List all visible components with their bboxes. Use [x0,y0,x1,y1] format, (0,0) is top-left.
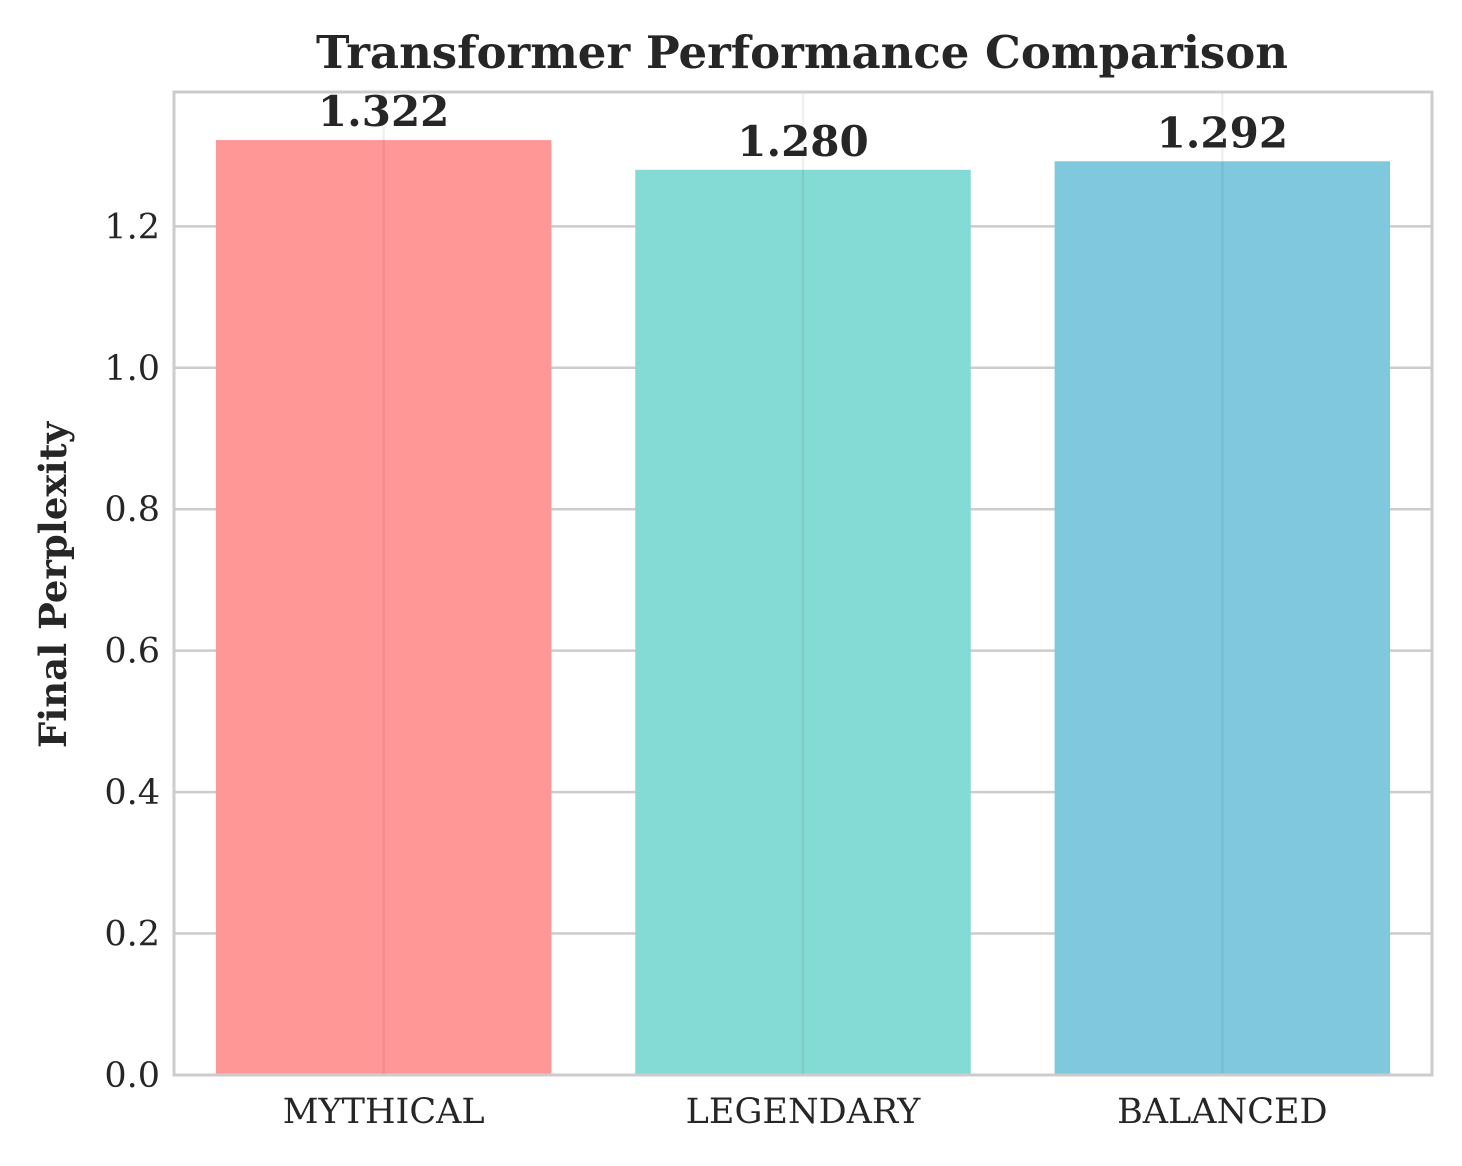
y-tick-label: 0.2 [104,915,160,955]
y-axis-label: Final Perplexity [31,420,75,748]
y-tick-label: 1.0 [104,349,160,389]
x-tick-label: MYTHICAL [283,1092,485,1132]
value-labels: 1.322 1.280 1.292 [318,87,1288,166]
y-tick-label: 0.0 [104,1056,160,1096]
y-tick-label: 0.6 [104,632,160,672]
x-axis-ticks: MYTHICAL LEGENDARY BALANCED [283,1092,1328,1132]
plot-frame [172,90,1434,1077]
value-label: 1.280 [737,117,869,166]
value-label: 1.292 [1157,108,1289,157]
chart-title: Transformer Performance Comparison [316,26,1288,79]
y-tick-label: 0.8 [104,490,160,530]
bar-mythical [215,140,552,1075]
bar-balanced [1054,161,1391,1075]
bar-legendary [635,169,971,1075]
y-axis-ticks: 0.0 0.2 0.4 0.6 0.8 1.0 1.2 [104,207,160,1096]
value-label: 1.322 [318,87,450,136]
bars [215,140,1391,1075]
x-tick-label: BALANCED [1117,1092,1328,1132]
vertical-grid-lines [382,92,1224,1075]
x-tick-label: LEGENDARY [686,1092,922,1132]
y-tick-label: 1.2 [104,207,160,247]
y-tick-label: 0.4 [104,773,160,813]
